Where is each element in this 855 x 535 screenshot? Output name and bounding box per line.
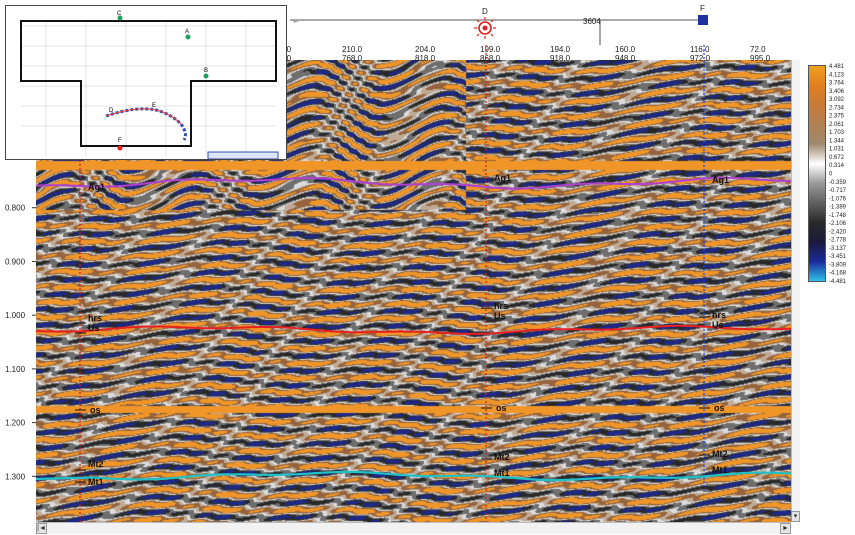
colorbar-tick-label: 0.314	[829, 163, 845, 169]
vertical-scrollbar[interactable]: ▾	[791, 60, 800, 522]
colorbar-tick-label: -3.137	[829, 246, 847, 252]
basemap-label-e: E	[152, 103, 156, 109]
trace-tick-label: 199.0	[480, 45, 501, 54]
trace-tick-label: 194.0	[550, 45, 571, 54]
colorbar-tick-label: 4.481	[829, 64, 845, 70]
trace-tick-label: 72.0	[750, 45, 766, 54]
basemap-well-red[interactable]	[117, 145, 123, 151]
well-d-marker[interactable]: D	[474, 7, 496, 39]
colorbar-tick-label: -3.451	[829, 254, 847, 260]
trace-tick-label: 160.0	[615, 45, 636, 54]
basemap-inset[interactable]: C A B D E F	[5, 5, 287, 160]
colorbar-tick-label: -0.717	[829, 188, 847, 194]
basemap-section-red	[105, 108, 182, 125]
basemap-outline	[20, 20, 277, 147]
scroll-right-button[interactable]: ►	[780, 523, 791, 534]
time-tick-label: 0.900	[5, 257, 26, 266]
trace-tick-label: 116.0	[690, 45, 710, 54]
basemap-well-c[interactable]	[117, 15, 123, 21]
colorbar-tick-label: 0.672	[829, 155, 845, 161]
basemap-label-b: B	[204, 68, 208, 74]
basemap-section-line	[105, 107, 187, 141]
basemap-label-a: A	[185, 29, 189, 35]
colorbar-tick-label: -1.076	[829, 196, 847, 202]
colorbar-tick-label: 1.031	[829, 147, 845, 153]
colorbar-tick-label: -1.748	[829, 213, 847, 219]
colorbar-tick-label: 2.061	[829, 122, 845, 128]
basemap-scalebar	[207, 151, 279, 160]
colorbar-tick-label: 4.123	[829, 72, 845, 78]
colorbar-tick-label: 1.703	[829, 130, 845, 136]
time-tick-label: 0.800	[5, 204, 26, 213]
colorbar-tick-label: 1.344	[829, 138, 845, 144]
basemap-well-b[interactable]	[203, 73, 209, 79]
well-track-top: ← 3604	[290, 16, 700, 45]
basemap-well-a[interactable]	[185, 34, 191, 40]
time-tick-label: 1.300	[5, 472, 26, 481]
svg-text:←: ←	[292, 16, 300, 25]
time-tick-label: 1.000	[5, 311, 26, 320]
basemap-label-f: F	[118, 138, 122, 144]
time-tick-label: 1.100	[5, 365, 26, 374]
colorbar-tick-label: -3.809	[829, 262, 847, 268]
colorbar-tick-label: -1.389	[829, 205, 847, 211]
well-f-label: F	[700, 4, 705, 13]
well-d-label: D	[482, 7, 488, 16]
colorbar-tick-label: -2.106	[829, 221, 847, 227]
colorbar-tick-label: 0	[829, 172, 833, 178]
colorbar-tick-label: 3.092	[829, 97, 845, 103]
time-tick-label: 1.200	[5, 419, 26, 428]
colorbar-tick-label: 3.406	[829, 89, 845, 95]
colorbar-tick-label: -4.168	[829, 271, 847, 277]
colorbar-tick-label: 2.734	[829, 105, 845, 111]
colorbar-ticks: 4.481 4.123 3.764 3.406 3.092 2.734 2.375 2.061…	[829, 64, 847, 285]
basemap-label-d: D	[109, 108, 114, 114]
scroll-left-button[interactable]: |◄	[36, 523, 47, 534]
trace-tick-label: 204.0	[415, 45, 436, 54]
well-f-marker[interactable]: F	[698, 4, 708, 25]
basemap-svg: C A B D E F	[20, 11, 279, 160]
amplitude-colorbar	[808, 65, 826, 282]
colorbar-tick-label: -2.420	[829, 229, 847, 235]
colorbar-tick-label: -2.778	[829, 238, 847, 244]
colorbar-tick-label: -4.481	[829, 279, 847, 285]
colorbar-tick-label: -0.359	[829, 180, 847, 186]
basemap-label-c: C	[117, 11, 122, 17]
horizontal-scrollbar[interactable]: |◄ ►	[36, 522, 791, 534]
colorbar-tick-label: 3.764	[829, 81, 845, 87]
colorbar-tick-label: 2.375	[829, 114, 845, 120]
scroll-down-button[interactable]: ▾	[791, 511, 800, 522]
trace-tick-label: 210.0	[342, 45, 363, 54]
distance-label: 3604	[583, 17, 601, 26]
